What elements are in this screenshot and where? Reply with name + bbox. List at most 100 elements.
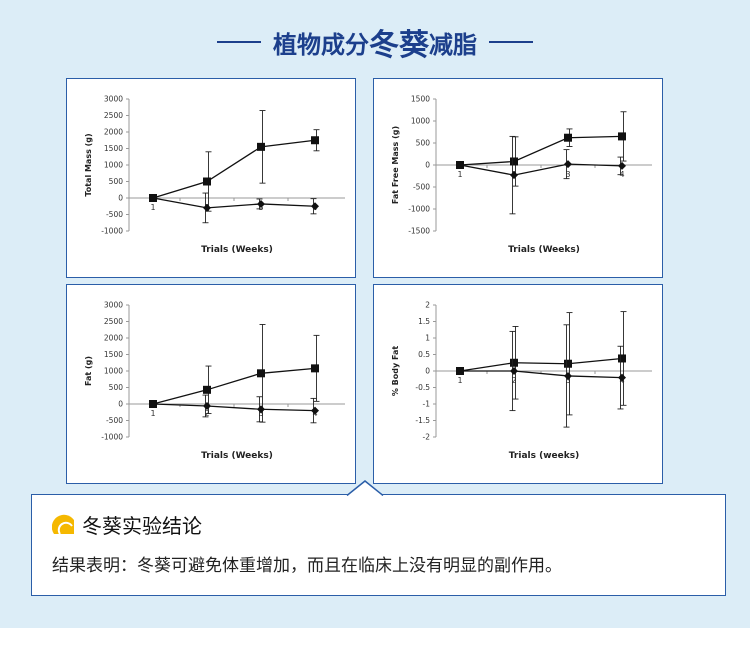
y-tick-label: -2 <box>423 433 431 442</box>
y-tick-label: -500 <box>106 416 123 425</box>
x-tick-label: 1 <box>150 203 155 212</box>
header-prefix: 植物成分 <box>273 30 369 59</box>
y-tick-label: 500 <box>109 383 124 392</box>
chart-total-mass: 300025002000150010005000-500-10001234Tot… <box>84 95 345 255</box>
header-right-rule <box>489 41 533 43</box>
y-tick-label: 1000 <box>104 161 123 170</box>
data-point-diamond <box>149 194 157 202</box>
data-point-diamond <box>456 367 464 375</box>
conclusion-title: 冬葵实验结论 <box>82 513 202 538</box>
y-tick-label: 1000 <box>104 367 123 376</box>
x-axis-label: Trials (Weeks) <box>201 245 273 255</box>
data-point-diamond <box>311 406 319 415</box>
y-tick-label: 1500 <box>104 350 123 359</box>
y-tick-label: 2500 <box>104 111 123 120</box>
data-point-diamond <box>257 199 265 208</box>
data-point-square <box>510 157 518 166</box>
y-tick-label: 2000 <box>104 334 123 343</box>
x-axis-label: Trials (weeks) <box>509 451 579 461</box>
chart-panel-body-fat: 21.510.50-0.5-1-1.5-21234% Body FatTrial… <box>373 284 663 484</box>
data-point-square <box>564 359 572 368</box>
y-tick-label: -500 <box>106 210 123 219</box>
series-line <box>459 163 623 176</box>
y-axis-label: Fat (g) <box>84 356 93 386</box>
data-point-square <box>564 133 572 142</box>
data-point-diamond <box>564 371 572 380</box>
y-tick-label: 1500 <box>411 95 430 104</box>
chart-panel-total-mass: 300025002000150010005000-500-10001234Tot… <box>66 78 356 278</box>
header-left-rule <box>217 41 261 43</box>
data-point-diamond <box>149 400 157 408</box>
y-tick-label: 3000 <box>104 301 123 310</box>
chart-body-fat: 21.510.50-0.5-1-1.5-21234% Body FatTrial… <box>391 301 652 461</box>
y-tick-label: -1000 <box>408 205 430 214</box>
y-axis-label: % Body Fat <box>391 346 400 397</box>
series-line <box>152 197 316 209</box>
data-point-diamond <box>203 401 211 410</box>
conclusion-heading: 冬葵实验结论 <box>52 511 202 538</box>
y-tick-label: 0.5 <box>418 350 430 359</box>
y-tick-label: -0.5 <box>415 383 430 392</box>
y-tick-label: 500 <box>109 177 124 186</box>
y-tick-label: 2 <box>425 301 430 310</box>
y-tick-label: 1.5 <box>418 317 430 326</box>
conclusion-text: 结果表明：冬葵可避免体重增加，而且在临床上没有明显的副作用。 <box>52 556 562 576</box>
header-highlight: 冬葵 <box>369 28 429 63</box>
conclusion-box: 冬葵实验结论 结果表明：冬葵可避免体重增加，而且在临床上没有明显的副作用。 <box>31 494 726 596</box>
y-axis-label: Fat Free Mass (g) <box>391 126 400 204</box>
x-tick-label: 1 <box>457 376 462 385</box>
y-tick-label: -1.5 <box>415 416 430 425</box>
series-line <box>459 357 623 372</box>
x-tick-label: 2 <box>511 376 516 385</box>
y-tick-label: 3000 <box>104 95 123 104</box>
x-tick-label: 3 <box>565 170 570 179</box>
bottom-band <box>0 628 750 648</box>
data-point-diamond <box>564 160 572 169</box>
data-point-diamond <box>618 161 626 170</box>
y-axis-label: Total Mass (g) <box>84 133 93 196</box>
data-point-square <box>618 354 626 363</box>
y-tick-label: 1 <box>425 334 430 343</box>
y-tick-label: 2500 <box>104 317 123 326</box>
x-axis-label: Trials (Weeks) <box>201 451 273 461</box>
data-point-square <box>311 364 319 373</box>
x-axis-label: Trials (Weeks) <box>508 245 580 255</box>
half-circle-icon <box>52 514 74 535</box>
y-tick-label: 500 <box>416 139 431 148</box>
data-point-diamond <box>203 203 211 212</box>
data-point-diamond <box>311 202 319 211</box>
y-tick-label: 0 <box>118 194 123 203</box>
y-tick-label: 0 <box>425 367 430 376</box>
page-header: 植物成分 冬葵 减脂 <box>0 18 750 66</box>
y-tick-label: 0 <box>118 400 123 409</box>
chart-fat: 300025002000150010005000-500-10001234Fat… <box>84 301 345 461</box>
header-suffix: 减脂 <box>429 30 477 59</box>
y-tick-label: 1500 <box>104 144 123 153</box>
data-point-diamond <box>456 161 464 169</box>
data-point-square <box>510 358 518 367</box>
data-point-square <box>311 136 319 145</box>
series-line <box>459 135 623 166</box>
series-line <box>460 370 623 379</box>
y-tick-label: 0 <box>425 161 430 170</box>
x-tick-label: 1 <box>457 170 462 179</box>
y-tick-label: -1000 <box>101 227 123 236</box>
data-point-square <box>203 177 211 186</box>
x-tick-label: 1 <box>150 409 155 418</box>
series-line <box>152 139 316 199</box>
x-tick-label: 3 <box>258 409 263 418</box>
y-tick-label: 2000 <box>104 128 123 137</box>
series-line <box>152 367 316 405</box>
chart-panel-fat: 300025002000150010005000-500-10001234Fat… <box>66 284 356 484</box>
y-tick-label: -1500 <box>408 227 430 236</box>
conclusion-pointer <box>346 480 384 496</box>
data-point-square <box>257 369 265 378</box>
data-point-diamond <box>510 367 518 375</box>
data-point-square <box>618 132 626 141</box>
series-line <box>152 403 316 412</box>
data-point-diamond <box>510 171 518 180</box>
data-point-diamond <box>618 373 626 382</box>
x-tick-label: 3 <box>565 376 570 385</box>
